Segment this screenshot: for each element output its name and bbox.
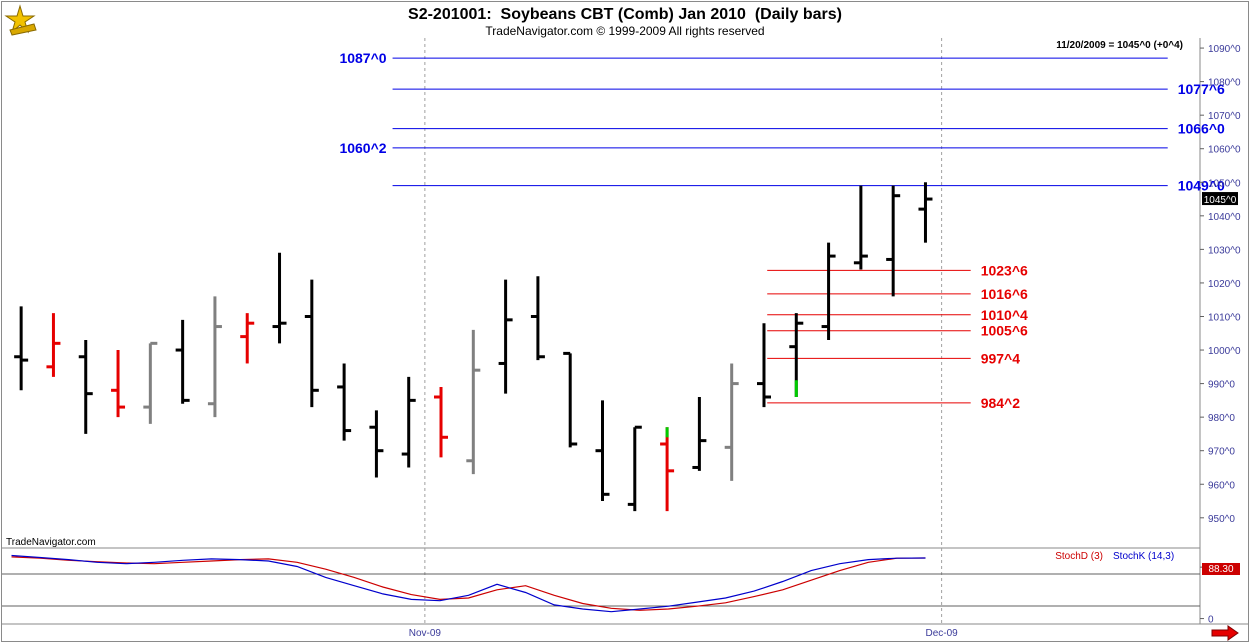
ohlc-bar: [78, 339, 93, 434]
watermark-text: TradeNavigator.com: [6, 537, 96, 548]
blue-level-label: 1066^0: [1178, 121, 1225, 137]
stoch-k-line: [11, 554, 926, 613]
price-tick-label: 970^0: [1208, 447, 1235, 458]
last-price-value: 1045^0: [1204, 195, 1237, 206]
ohlc-bar: [595, 400, 610, 502]
stoch-tick-label: 0: [1208, 615, 1214, 626]
ohlc-bar: [369, 410, 384, 478]
ohlc-bar: [337, 363, 352, 441]
price-tick-label: 1040^0: [1208, 212, 1241, 223]
price-tick-label: 1030^0: [1208, 245, 1241, 256]
stoch-last-value: 88.30: [1208, 564, 1233, 575]
date-gridlines: [424, 38, 943, 624]
ohlc-bar: [143, 341, 158, 424]
last-price-badge: 1045^0: [1202, 192, 1238, 206]
ohlc-bar: [434, 386, 449, 458]
stoch-d-line: [11, 556, 926, 611]
price-tick-label: 1080^0: [1208, 78, 1241, 89]
ohlc-bar: [821, 242, 836, 340]
stochastic-lines: [11, 554, 926, 613]
chart-title: S2-201001: Soybeans CBT (Comb) Jan 2010 …: [408, 6, 842, 23]
red-level-label: 1005^6: [981, 323, 1028, 339]
date-axis: Nov-09 Dec-09: [409, 628, 958, 639]
price-tick-label: 1010^0: [1208, 312, 1241, 323]
ohlc-bar: [530, 276, 545, 361]
blue-level-label: 1087^0: [339, 50, 386, 66]
ohlc-bar: [466, 329, 481, 475]
price-tick-label: 950^0: [1208, 514, 1235, 525]
price-tick-label: 1050^0: [1208, 178, 1241, 189]
ohlc-bar: [111, 350, 126, 418]
legend-stoch-d: StochD (3): [1055, 551, 1103, 562]
red-level-label: 984^2: [981, 395, 1021, 411]
price-axis: 950^0 960^0 970^0 980^0 990^0 1000^0 1010^0 102…: [1200, 44, 1241, 525]
ohlc-bar: [207, 296, 222, 418]
price-tick-label: 1090^0: [1208, 44, 1241, 55]
ohlc-bar: [918, 182, 933, 243]
ohlc-bar: [789, 313, 804, 398]
ohlc-bar: [14, 306, 29, 391]
scroll-right-arrow[interactable]: [1211, 625, 1239, 641]
ohlc-bar: [756, 323, 771, 408]
ohlc-bar: [627, 425, 642, 512]
chart-subtitle: TradeNavigator.com © 1999-2009 All right…: [485, 24, 764, 38]
red-level-label: 1016^6: [981, 286, 1028, 302]
price-tick-label: 990^0: [1208, 380, 1235, 391]
price-bars: [14, 182, 933, 512]
blue-level-label: 1049^0: [1178, 178, 1225, 194]
ohlc-bar: [886, 185, 901, 297]
red-level-label: 1010^4: [981, 307, 1028, 323]
ohlc-bar: [46, 313, 61, 377]
red-level-label: 997^4: [981, 350, 1021, 366]
date-tick-label: Nov-09: [409, 628, 442, 639]
blue-level-label: 1060^2: [339, 140, 386, 156]
legend-stoch-k: StochK (14,3): [1113, 551, 1174, 562]
price-levels: 1087^0 1077^6 1066^0 1060^2 1049^0 1023^6 1016…: [339, 50, 1225, 411]
ohlc-bar: [304, 279, 319, 408]
ohlc-bar: [853, 185, 868, 270]
ohlc-bar: [175, 319, 190, 404]
ohlc-bar: [692, 397, 707, 471]
price-tick-label: 1070^0: [1208, 111, 1241, 122]
ohlc-bar: [240, 313, 255, 364]
stoch-last-badge: 88.30: [1202, 563, 1240, 575]
red-level-label: 1023^6: [981, 262, 1028, 278]
price-tick-label: 1060^0: [1208, 145, 1241, 156]
price-tick-label: 1020^0: [1208, 279, 1241, 290]
ohlc-bar: [498, 279, 513, 394]
price-tick-label: 960^0: [1208, 480, 1235, 491]
blue-level-label: 1077^6: [1178, 81, 1225, 97]
date-tick-label: Dec-09: [925, 628, 958, 639]
price-tick-label: 980^0: [1208, 413, 1235, 424]
ohlc-bar: [660, 427, 675, 512]
ohlc-bar: [272, 252, 287, 344]
price-tick-label: 1000^0: [1208, 346, 1241, 357]
ohlc-bar: [724, 363, 739, 481]
ohlc-bar: [563, 351, 578, 448]
ohlc-bar: [401, 376, 416, 468]
trade-navigator-logo: [4, 4, 37, 36]
price-info-label: 11/20/2009 = 1045^0 (+0^4): [1056, 40, 1183, 51]
